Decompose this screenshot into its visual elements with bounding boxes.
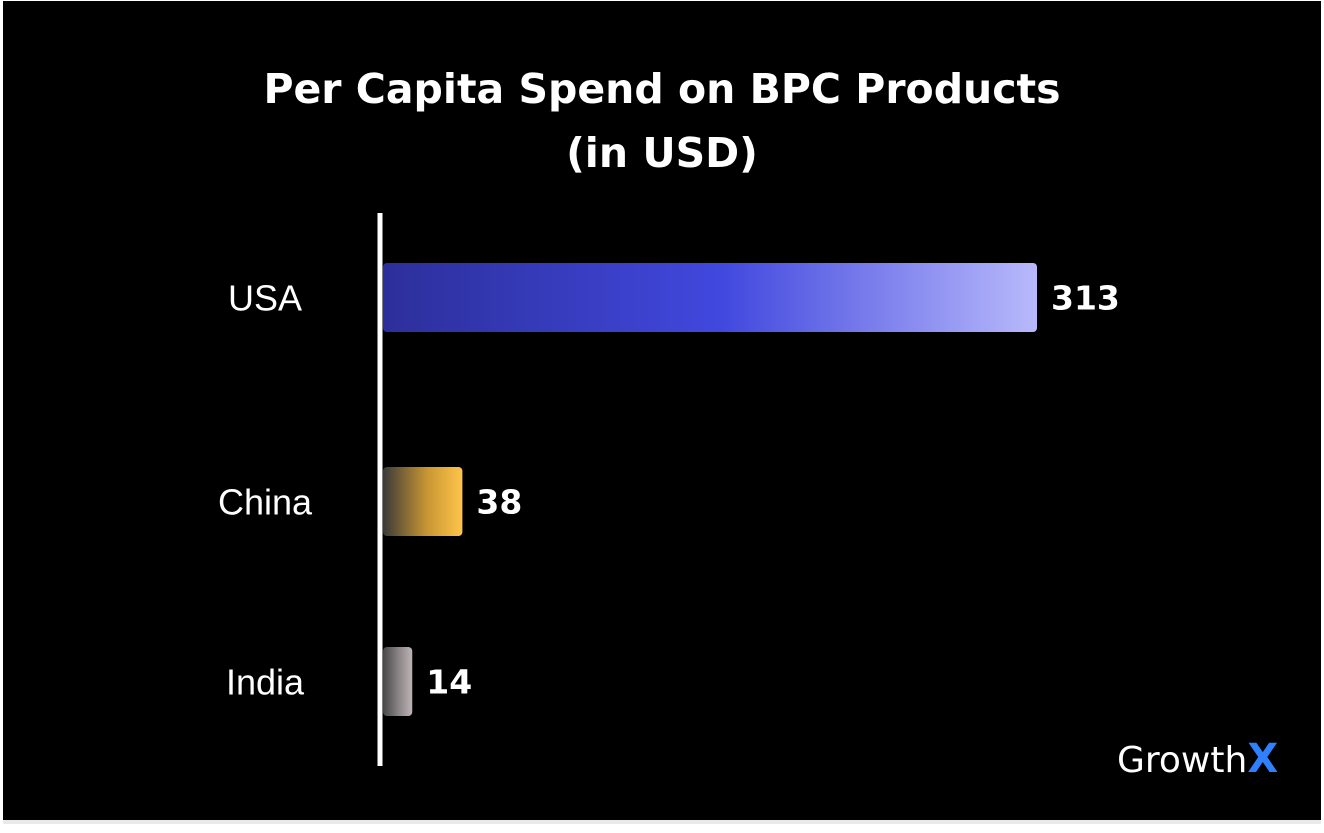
- chart-subtitle: (in USD): [566, 129, 758, 177]
- category-label-china: China: [218, 482, 313, 523]
- bar-china: [383, 467, 463, 536]
- category-label-india: India: [226, 662, 305, 703]
- logo-wordmark: Growth: [1117, 740, 1247, 781]
- chart-background: [3, 1, 1321, 824]
- bars-group: USA 313 China 38 India 14: [218, 263, 1120, 716]
- logo-x-mark: X: [1247, 736, 1278, 782]
- chart-title: Per Capita Spend on BPC Products: [263, 65, 1060, 113]
- value-label-china: 38: [476, 483, 522, 522]
- value-label-usa: 313: [1051, 279, 1120, 318]
- category-label-usa: USA: [228, 278, 302, 319]
- bar-india: [383, 647, 413, 716]
- growthx-logo: GrowthX: [1117, 736, 1278, 782]
- bar-usa: [383, 263, 1037, 332]
- value-label-india: 14: [426, 663, 472, 702]
- svg-text:GrowthX: GrowthX: [1117, 736, 1278, 782]
